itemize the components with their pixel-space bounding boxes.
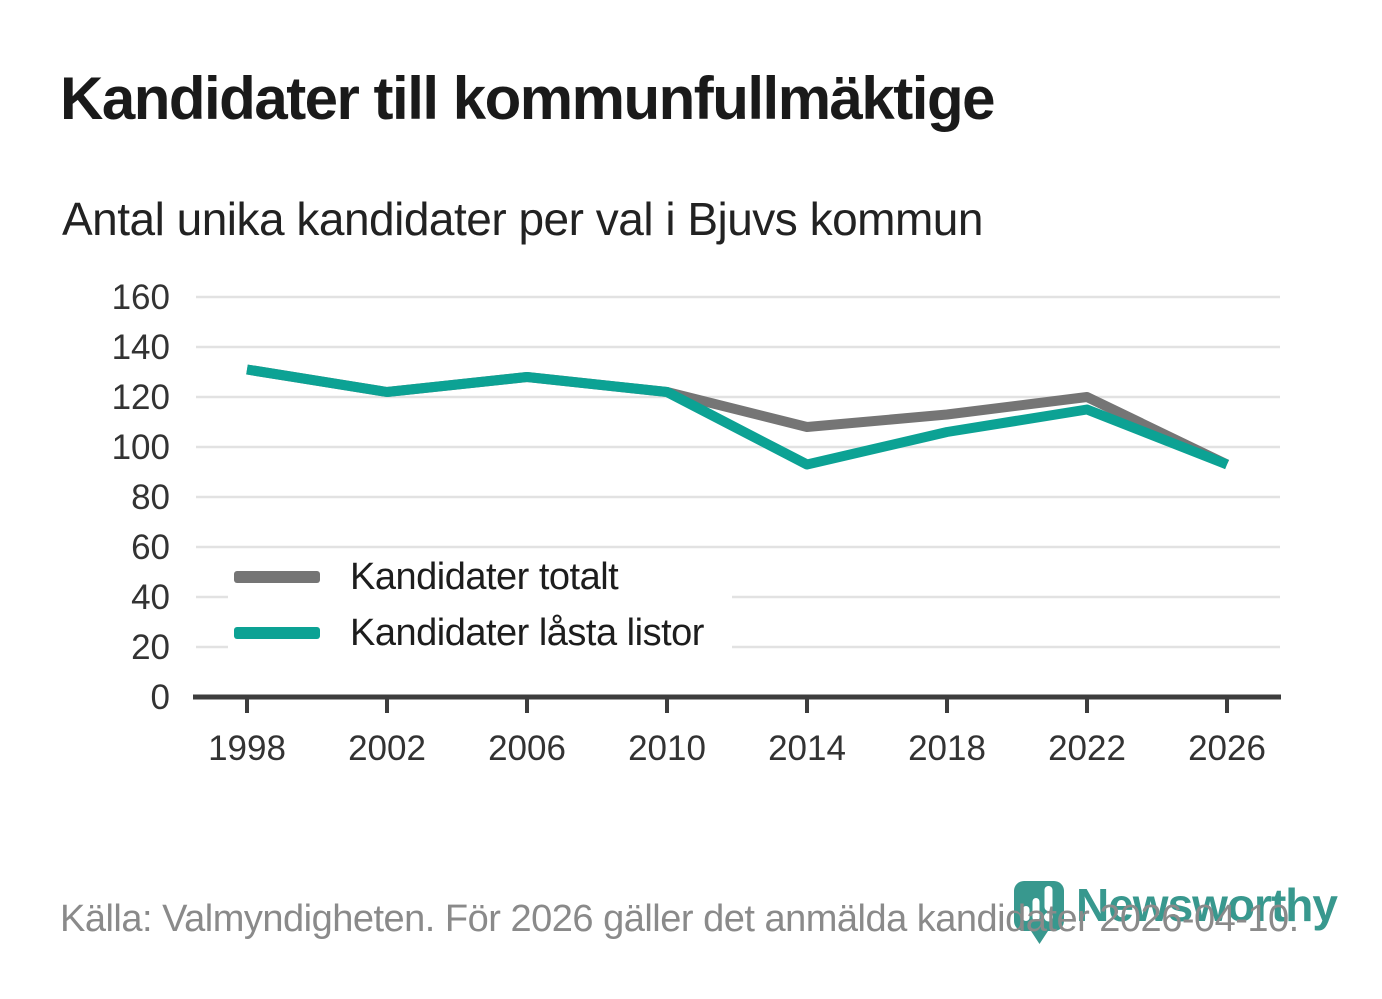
newsworthy-logo: Newsworthy — [1008, 874, 1338, 948]
x-axis-label-2010: 2010 — [628, 729, 706, 768]
y-axis-label-60: 60 — [131, 528, 170, 567]
y-axis-label-20: 20 — [131, 628, 170, 667]
x-axis-label-2018: 2018 — [908, 729, 986, 768]
x-axis-label-2026: 2026 — [1188, 729, 1266, 768]
chart-subtitle: Antal unika kandidater per val i Bjuvs k… — [62, 193, 983, 245]
y-axis-label-40: 40 — [131, 578, 170, 617]
y-axis-label-160: 160 — [112, 278, 170, 317]
logo-bar-short — [1022, 906, 1030, 921]
legend-item-kandidater-totalt: Kandidater totalt — [234, 555, 704, 599]
legend-label: Kandidater låsta listor — [350, 611, 704, 654]
y-axis-label-80: 80 — [131, 478, 170, 517]
logo-exclamation-bar — [1044, 886, 1053, 911]
x-axis-label-1998: 1998 — [208, 729, 286, 768]
x-axis-label-2002: 2002 — [348, 729, 426, 768]
series-line-kandidater-lasta-listor — [246, 364, 1229, 470]
logo-exclamation-dot — [1044, 912, 1053, 922]
legend-swatch-gray-line — [234, 571, 320, 583]
y-axis-label-120: 120 — [112, 378, 170, 417]
newsworthy-wordmark: Newsworthy — [1076, 879, 1338, 931]
logo-bar-medium — [1032, 898, 1040, 921]
newsworthy-speech-bubble-chart-icon — [1014, 881, 1064, 944]
source-note: Källa: Valmyndigheten. För 2026 gäller d… — [60, 898, 1299, 940]
legend-item-kandidater-lasta-listor: Kandidater låsta listor — [234, 611, 704, 655]
x-axis-label-2014: 2014 — [768, 729, 846, 768]
chart-title: Kandidater till kommunfullmäktige — [60, 65, 995, 132]
series-line-kandidater-totalt — [246, 364, 1230, 470]
legend-swatch-teal-line — [234, 627, 320, 639]
x-axis-label-2006: 2006 — [488, 729, 566, 768]
chart-legend: Kandidater totalt Kandidater låsta listo… — [228, 549, 732, 663]
x-axis-label-2022: 2022 — [1048, 729, 1126, 768]
legend-label: Kandidater totalt — [350, 555, 619, 598]
y-axis-label-0: 0 — [151, 678, 170, 717]
y-axis-label-100: 100 — [112, 428, 170, 467]
y-axis-label-140: 140 — [112, 328, 170, 367]
